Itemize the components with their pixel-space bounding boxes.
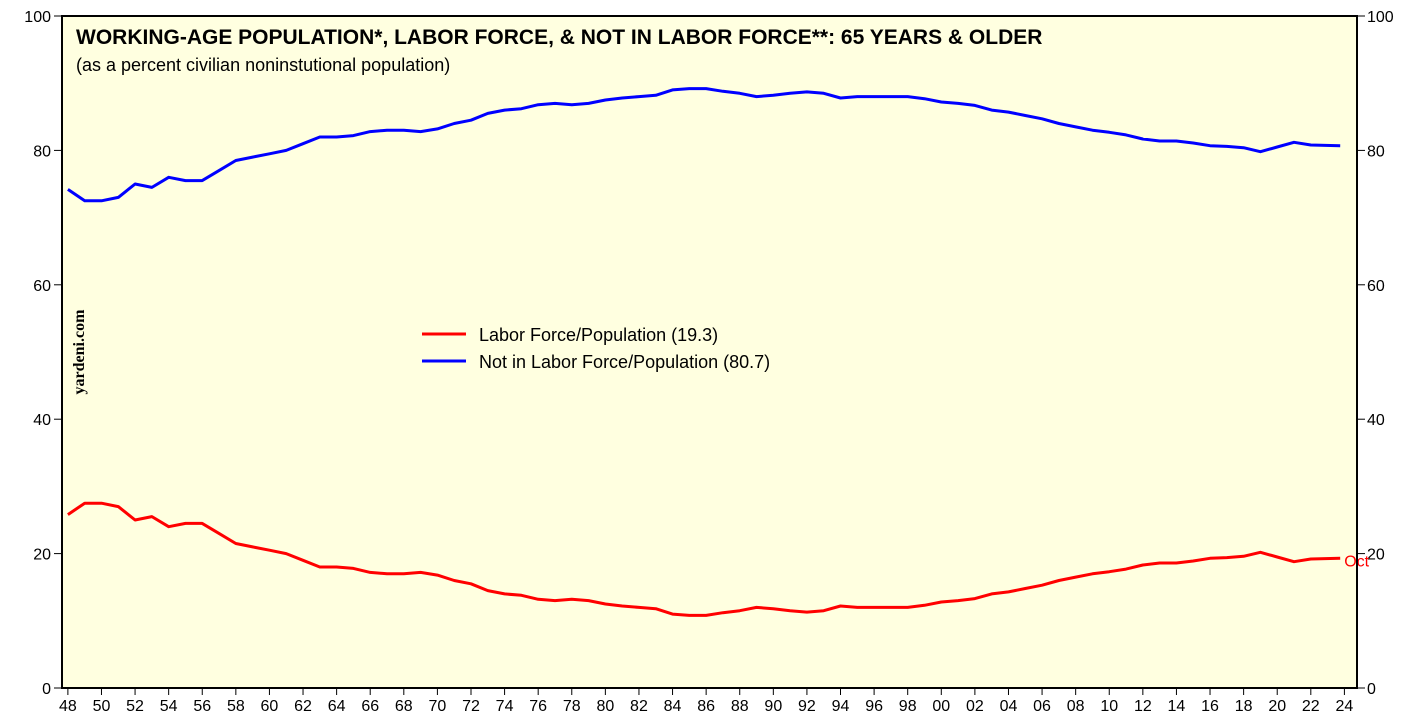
- y2-tick-label: 0: [1367, 681, 1376, 698]
- x-tick-label: 68: [395, 698, 413, 715]
- y2-tick-label: 60: [1367, 278, 1385, 295]
- data-line: [67, 87, 1341, 203]
- plot-background: [62, 16, 1357, 688]
- y-tick-label: 100: [24, 9, 51, 26]
- x-tick-label: 80: [596, 698, 614, 715]
- x-tick-label: 82: [630, 698, 648, 715]
- x-tick-label: 18: [1235, 698, 1253, 715]
- x-tick-label: 00: [932, 698, 950, 715]
- y-tick-label: 40: [33, 412, 51, 429]
- x-tick-label: 52: [126, 698, 144, 715]
- chart-title: WORKING-AGE POPULATION*, LABOR FORCE, & …: [76, 26, 1042, 49]
- x-tick-label: 04: [1000, 698, 1018, 715]
- chart-subtitle: (as a percent civilian noninstutional po…: [76, 55, 450, 75]
- y2-tick-label: 20: [1367, 547, 1385, 564]
- x-tick-label: 14: [1168, 698, 1186, 715]
- x-tick-label: 22: [1302, 698, 1320, 715]
- x-tick-label: 86: [697, 698, 715, 715]
- x-tick-label: 10: [1100, 698, 1118, 715]
- x-tick-label: 54: [160, 698, 178, 715]
- x-tick-label: 70: [429, 698, 447, 715]
- y2-tick-label: 80: [1367, 143, 1385, 160]
- x-tick-label: 96: [865, 698, 883, 715]
- x-tick-label: 88: [731, 698, 749, 715]
- x-tick-label: 98: [899, 698, 917, 715]
- x-tick-label: 60: [261, 698, 279, 715]
- x-tick-label: 50: [93, 698, 111, 715]
- x-tick-label: 58: [227, 698, 245, 715]
- plot-frame: [61, 15, 1358, 689]
- y-tick-label: 20: [33, 547, 51, 564]
- y-tick-label: 0: [42, 681, 51, 698]
- legend-label: Labor Force/Population (19.3): [479, 325, 718, 345]
- x-tick-label: 20: [1268, 698, 1286, 715]
- x-tick-label: 06: [1033, 698, 1051, 715]
- x-tick-label: 76: [529, 698, 547, 715]
- x-tick-label: 94: [832, 698, 850, 715]
- y2-tick-label: 40: [1367, 412, 1385, 429]
- x-tick-label: 72: [462, 698, 480, 715]
- x-tick-label: 16: [1201, 698, 1219, 715]
- y-tick-label: 60: [33, 278, 51, 295]
- x-tick-label: 66: [361, 698, 379, 715]
- y-tick-label: 80: [33, 143, 51, 160]
- x-tick-label: 74: [496, 698, 514, 715]
- x-tick-label: 24: [1336, 698, 1354, 715]
- x-tick-label: 84: [664, 698, 682, 715]
- x-tick-label: 08: [1067, 698, 1085, 715]
- data-line: [67, 501, 1341, 617]
- legend-label: Not in Labor Force/Population (80.7): [479, 352, 770, 372]
- x-tick-label: 64: [328, 698, 346, 715]
- watermark: yardeni.com: [71, 309, 88, 395]
- x-tick-label: 12: [1134, 698, 1152, 715]
- x-tick-label: 92: [798, 698, 816, 715]
- x-tick-label: 78: [563, 698, 581, 715]
- x-tick-label: 56: [193, 698, 211, 715]
- y2-tick-label: 100: [1367, 9, 1394, 26]
- x-tick-label: 48: [59, 698, 77, 715]
- x-tick-label: 02: [966, 698, 984, 715]
- x-tick-label: 62: [294, 698, 312, 715]
- x-tick-label: 90: [764, 698, 782, 715]
